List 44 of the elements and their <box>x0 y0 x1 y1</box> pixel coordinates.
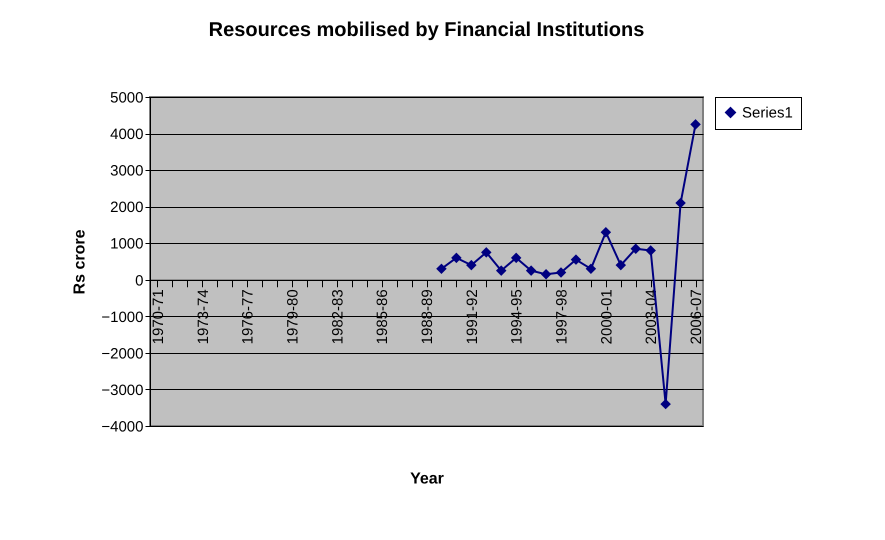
y-tick-label: −4000 <box>101 418 144 436</box>
chart-title: Resources mobilised by Financial Institutions <box>208 19 644 41</box>
point <box>675 198 686 208</box>
x-tick-label: 1982-83 <box>329 289 346 344</box>
point <box>586 264 596 274</box>
x-tick-label: 1970-71 <box>150 289 167 344</box>
y-tick-label: 1000 <box>110 236 144 253</box>
y-tick-label: −2000 <box>101 345 144 362</box>
x-tick-label: 1991-92 <box>464 289 481 344</box>
point <box>630 243 641 254</box>
point <box>496 265 506 276</box>
point <box>600 227 612 238</box>
point <box>616 260 626 270</box>
y-tick-label: 4000 <box>110 126 144 144</box>
point <box>645 245 656 256</box>
y-tick-label: −1000 <box>101 308 144 326</box>
x-tick-label: 1976-77 <box>240 289 257 344</box>
point <box>510 252 522 264</box>
y-tick-label: −3000 <box>101 382 144 399</box>
x-tick-label: 1997-98 <box>554 289 571 344</box>
point <box>436 264 447 274</box>
point <box>481 247 492 258</box>
x-tick-label: 1985-86 <box>374 289 392 344</box>
x-axis-title: Year <box>410 470 444 488</box>
point <box>570 254 582 265</box>
y-axis-title: Rs crore <box>71 229 88 294</box>
x-tick-label: 1988-89 <box>419 289 436 344</box>
x-tick-label: 1979-80 <box>284 289 302 344</box>
y-tick-label: 2000 <box>110 199 144 216</box>
x-tick-label: 1994-95 <box>508 289 526 344</box>
point <box>660 398 671 410</box>
y-tick-label: 0 <box>135 272 144 290</box>
x-tick-label: 2000-01 <box>598 289 616 344</box>
y-tick-label: 3000 <box>110 162 144 180</box>
point <box>466 260 477 270</box>
point <box>451 252 462 264</box>
point <box>556 267 566 278</box>
y-tick-label: 5000 <box>110 90 144 106</box>
x-tick-label: 2006-07 <box>688 289 706 344</box>
x-tick-label: 1973-74 <box>194 289 212 344</box>
point <box>690 119 701 130</box>
point <box>526 265 536 276</box>
point <box>540 269 552 280</box>
legend-label: Series1 <box>742 104 793 122</box>
